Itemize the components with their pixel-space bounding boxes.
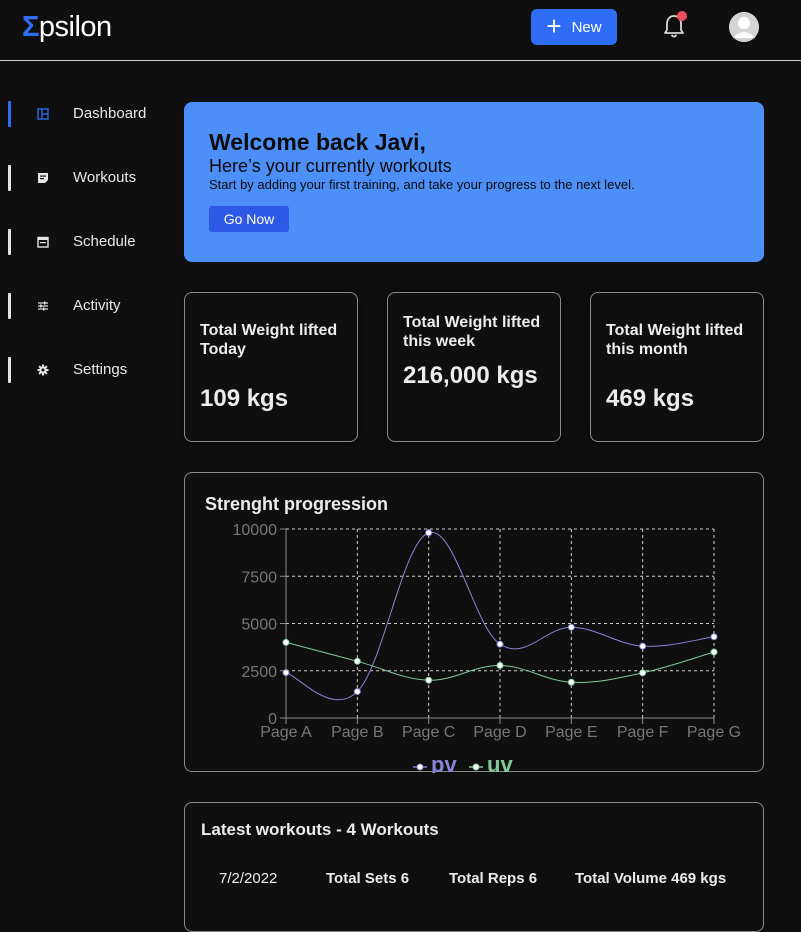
data-point-uv [425, 676, 433, 684]
sliders-icon [38, 301, 48, 311]
item-indicator [8, 229, 11, 255]
workout-date: 7/2/2022 [219, 870, 278, 887]
sidebar-item-schedule[interactable]: Schedule [8, 229, 168, 255]
stat-card-week: Total Weight lifted this week 216,000 kg… [387, 292, 561, 442]
x-tick-label: Page E [545, 724, 597, 741]
x-tick-label: Page G [687, 724, 741, 741]
welcome-banner: Welcome back Javi, Here’s your currently… [184, 102, 764, 262]
stat-title: Total Weight lifted this week [403, 314, 541, 350]
dashboard-icon [37, 108, 49, 120]
sidebar-item-settings[interactable]: Settings [8, 357, 168, 383]
chart-title: Strenght progression [205, 494, 389, 514]
workouts-title: Latest workouts - 4 Workouts [201, 820, 439, 839]
welcome-title: Welcome back Javi, [209, 129, 426, 155]
calendar-icon [37, 236, 49, 248]
go-now-button[interactable]: Go Now [209, 206, 289, 232]
welcome-description: Start by adding your first training, and… [209, 177, 635, 192]
workout-volume: Total Volume 469 kgs [575, 870, 727, 887]
data-point-pv [567, 623, 575, 631]
item-indicator [8, 293, 11, 319]
data-point-uv [353, 657, 361, 665]
note-icon [38, 173, 48, 183]
logo-text: psilon [38, 11, 112, 43]
new-button-label: New [571, 18, 602, 36]
data-point-pv [425, 529, 433, 537]
data-point-pv [353, 688, 361, 696]
stat-card-today: Total Weight lifted Today 109 kgs [184, 292, 358, 442]
y-tick-label: 5000 [241, 617, 277, 634]
stat-card-month: Total Weight lifted this month 469 kgs [590, 292, 764, 442]
line-chart: 0 2500 5000 7500 10000 Page A Page B Page C Page… [233, 522, 742, 773]
sidebar-item-label: Activity [73, 297, 121, 314]
workout-reps: Total Reps 6 [449, 870, 538, 887]
stat-value: 109 kgs [200, 385, 289, 412]
x-tick-label: Page F [617, 724, 669, 741]
logo-mark: Σ [22, 11, 39, 43]
data-point-uv [567, 678, 575, 686]
x-tick-label: Page C [402, 724, 455, 741]
stat-value: 216,000 kgs [403, 362, 538, 389]
data-point-uv [282, 638, 290, 646]
y-tick-label: 10000 [233, 522, 278, 539]
y-tick-label: 2500 [241, 664, 277, 681]
item-indicator [8, 165, 11, 191]
y-tick-label: 7500 [241, 569, 277, 586]
welcome-subtitle: Here’s your currently workouts [209, 156, 452, 176]
sidebar-item-label: Workouts [73, 169, 137, 186]
sidebar-item-activity[interactable]: Activity [8, 293, 168, 319]
sidebar-item-label: Dashboard [73, 105, 147, 122]
sidebar-item-workouts[interactable]: Workouts [8, 165, 168, 191]
x-tick-label: Page B [331, 724, 383, 741]
sidebar-item-dashboard[interactable]: Dashboard [8, 101, 168, 127]
new-button[interactable]: + New [531, 9, 617, 45]
stat-value: 469 kgs [606, 385, 695, 412]
data-point-uv [639, 669, 647, 677]
workout-sets: Total Sets 6 [326, 870, 410, 887]
plus-icon: + [546, 10, 562, 41]
data-point-pv [282, 669, 290, 677]
strength-chart-panel: Strenght progression 0 2500 5000 7500 10000 P… [184, 472, 764, 773]
notification-dot [677, 11, 687, 21]
data-point-uv [496, 661, 504, 669]
avatar[interactable] [729, 12, 759, 42]
x-tick-label: Page D [473, 724, 526, 741]
active-indicator [8, 101, 11, 127]
x-tick-label: Page A [260, 724, 312, 741]
sidebar-item-label: Schedule [73, 233, 136, 250]
gear-icon [37, 364, 49, 376]
stat-title: Total Weight lifted this month [606, 322, 744, 358]
item-indicator [8, 357, 11, 383]
user-icon [729, 12, 759, 42]
latest-workouts-panel: Latest workouts - 4 Workouts 7/2/2022 To… [184, 802, 764, 932]
y-tick-label: 0 [268, 711, 277, 728]
legend-marker-dot [416, 763, 424, 771]
data-point-pv [496, 640, 504, 648]
legend-marker-dot [472, 763, 480, 771]
data-point-uv [710, 648, 718, 656]
legend-label: uv [487, 752, 513, 773]
sidebar-item-label: Settings [73, 361, 128, 378]
data-point-pv [639, 642, 647, 650]
stat-title: Total Weight lifted Today [200, 322, 338, 358]
legend-label: pv [431, 752, 457, 773]
data-point-pv [710, 633, 718, 641]
